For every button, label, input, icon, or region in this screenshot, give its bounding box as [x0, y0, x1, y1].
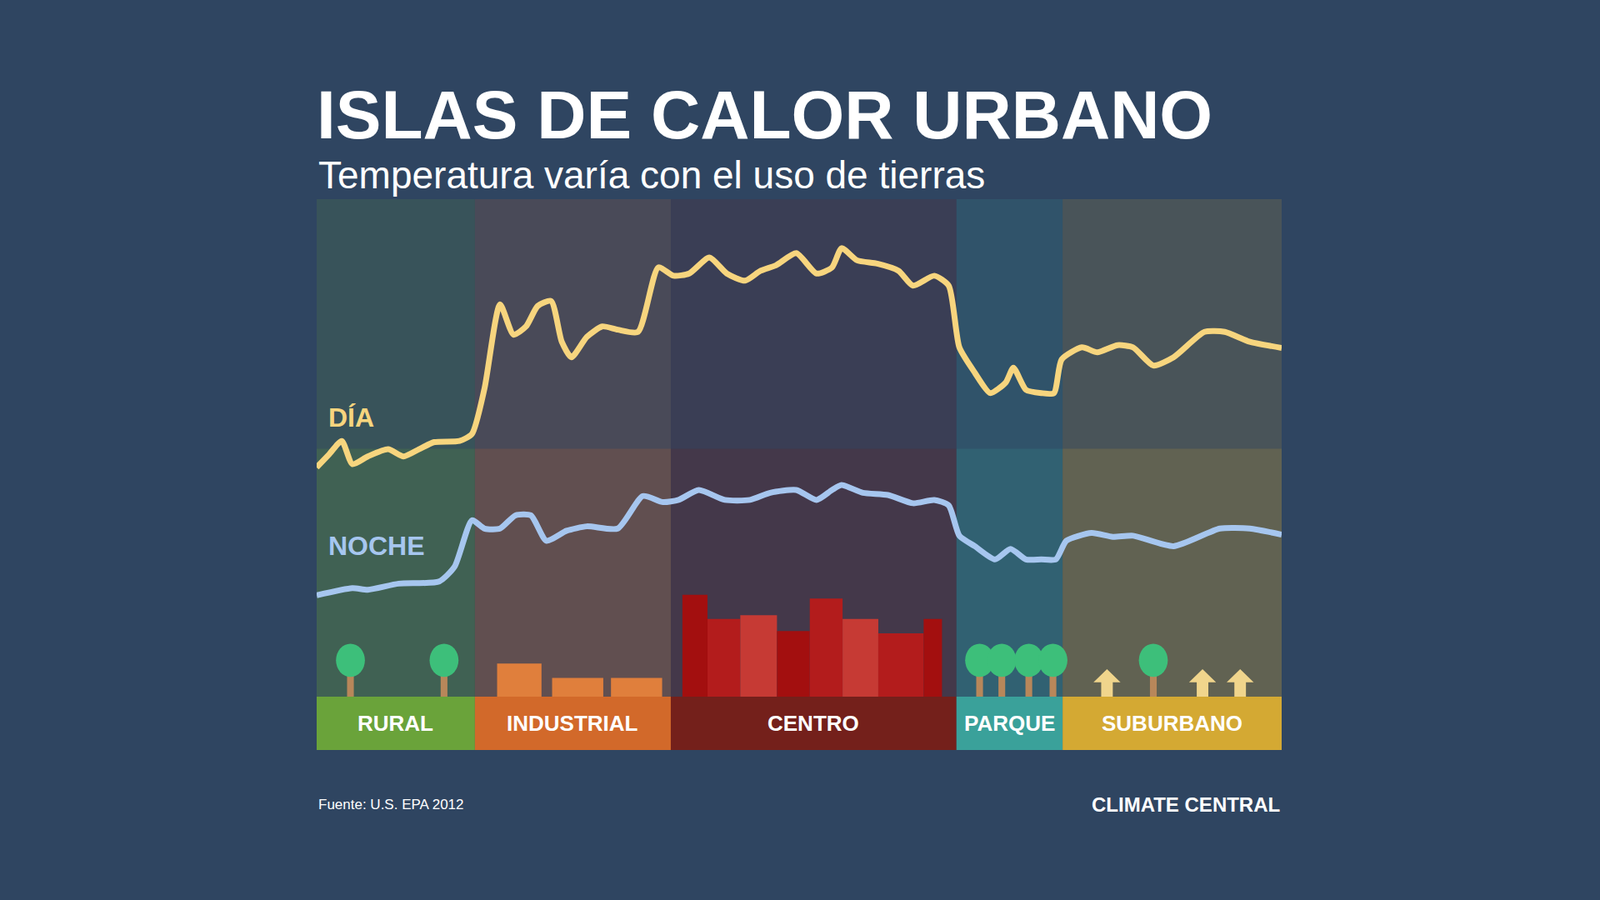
svg-text:Temperatura varía con el uso d: Temperatura varía con el uso de tierras [318, 153, 985, 197]
svg-text:CENTRO: CENTRO [767, 710, 860, 736]
svg-text:Fuente: U.S. EPA 2012: Fuente: U.S. EPA 2012 [318, 796, 465, 813]
svg-text:PARQUE: PARQUE [964, 710, 1055, 736]
svg-text:ISLAS DE CALOR URBANO: ISLAS DE CALOR URBANO [316, 76, 1213, 153]
svg-text:DÍA: DÍA [328, 402, 375, 433]
svg-text:INDUSTRIAL: INDUSTRIAL [506, 710, 639, 736]
svg-text:RURAL: RURAL [357, 710, 434, 736]
svg-text:SUBURBANO: SUBURBANO [1101, 710, 1243, 736]
svg-text:CLIMATE CENTRAL: CLIMATE CENTRAL [1091, 793, 1280, 816]
svg-text:NOCHE: NOCHE [328, 530, 425, 561]
